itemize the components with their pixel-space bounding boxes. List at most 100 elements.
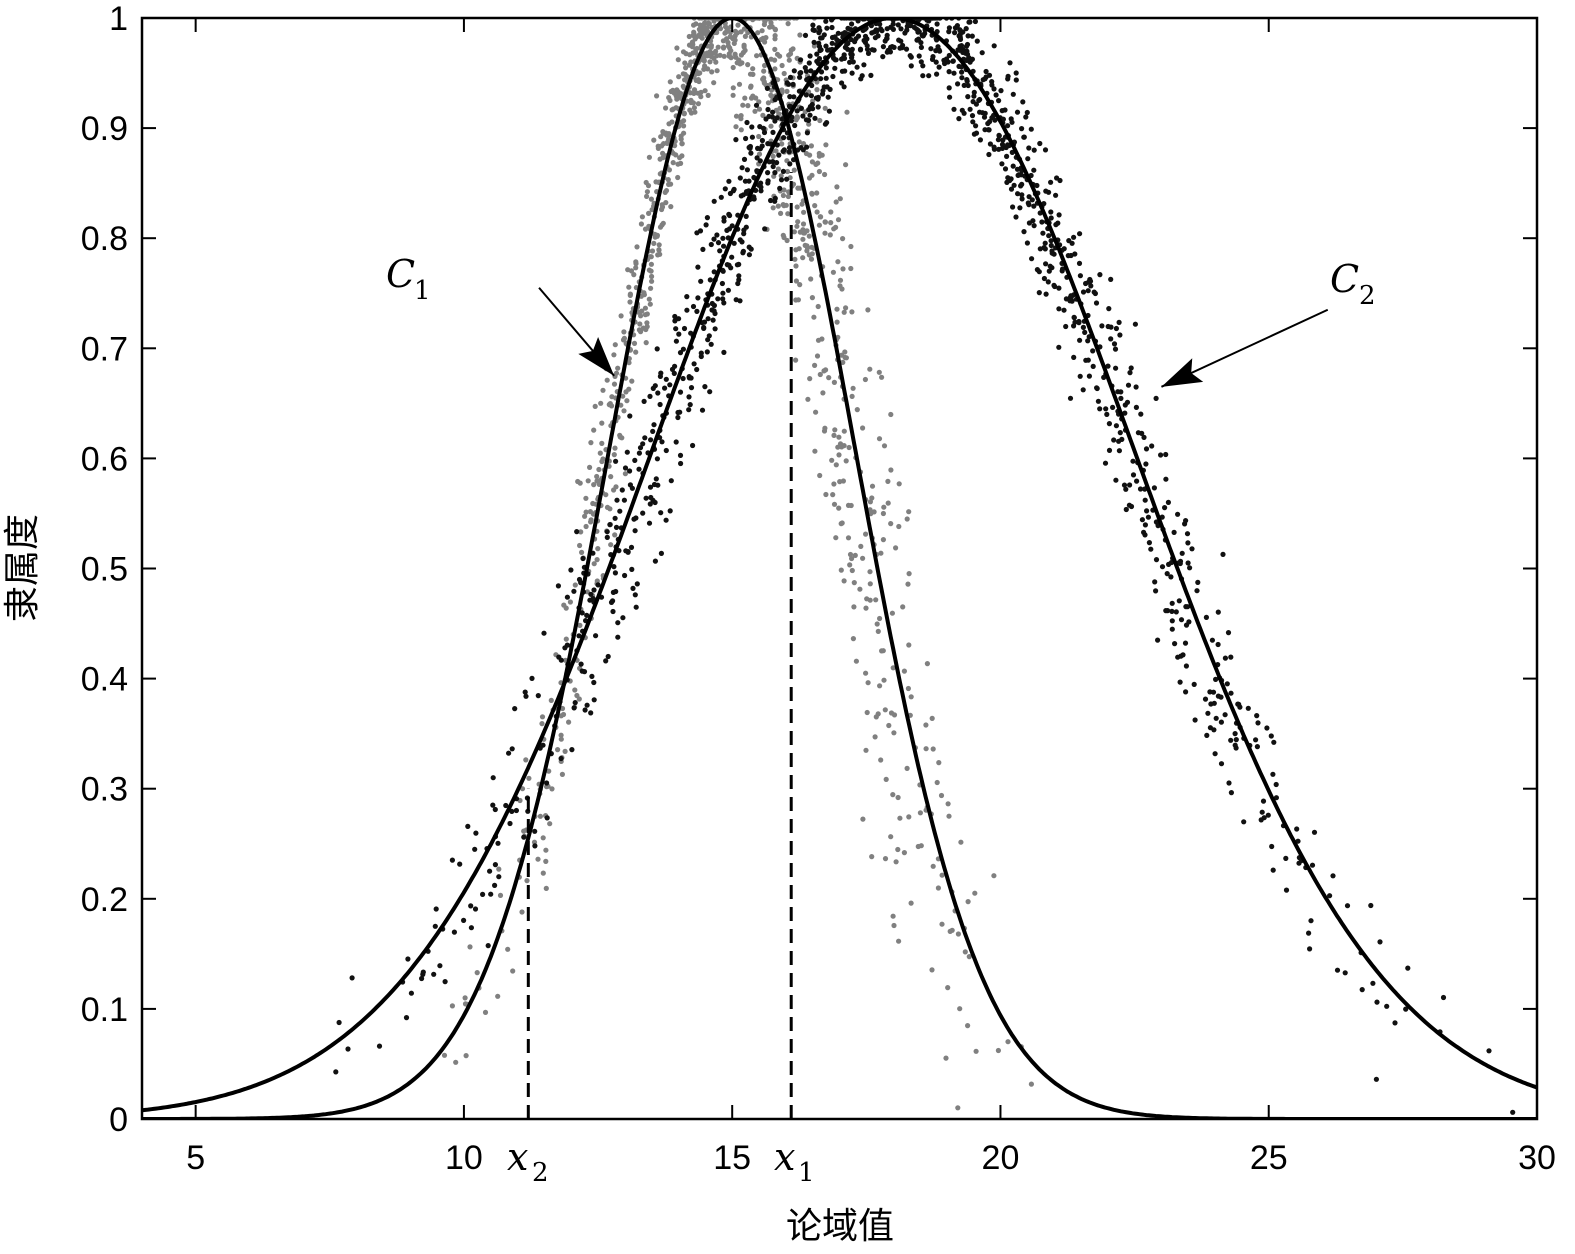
scatter-point bbox=[651, 481, 658, 488]
scatter-point bbox=[829, 40, 835, 46]
scatter-point bbox=[945, 801, 951, 807]
y-axis-title: 隶属度 bbox=[2, 514, 43, 622]
scatter-point bbox=[1042, 240, 1048, 246]
scatter-point bbox=[774, 160, 780, 166]
scatter-point bbox=[604, 529, 610, 535]
scatter-point bbox=[1127, 370, 1133, 376]
scatter-point bbox=[757, 124, 763, 130]
scatter-point bbox=[686, 33, 692, 40]
scatter-point bbox=[646, 210, 652, 216]
scatter-point bbox=[810, 106, 816, 112]
scatter-point bbox=[595, 546, 601, 552]
scatter-point bbox=[1031, 203, 1037, 209]
scatter-point bbox=[1254, 744, 1260, 750]
scatter-point bbox=[991, 873, 997, 879]
scatter-point bbox=[808, 276, 814, 282]
scatter-point bbox=[914, 37, 920, 43]
scatter-point bbox=[746, 144, 752, 151]
scatter-point bbox=[451, 929, 457, 935]
scatter-point bbox=[865, 307, 871, 313]
scatter-point bbox=[705, 66, 711, 72]
scatter-point bbox=[776, 152, 782, 158]
scatter-point bbox=[1218, 761, 1225, 767]
scatter-point bbox=[1104, 411, 1110, 417]
scatter-point bbox=[627, 468, 633, 474]
scatter-point bbox=[506, 750, 512, 756]
scatter-point bbox=[587, 597, 593, 603]
scatter-point bbox=[884, 35, 890, 41]
scatter-point bbox=[1255, 720, 1261, 726]
scatter-point bbox=[627, 292, 633, 298]
scatter-point bbox=[802, 32, 809, 39]
scatter-point bbox=[906, 509, 912, 515]
scatter-point bbox=[669, 107, 675, 113]
scatter-point bbox=[647, 501, 653, 507]
scatter-point bbox=[846, 444, 852, 451]
scatter-point bbox=[867, 597, 873, 603]
scatter-point bbox=[965, 94, 971, 100]
scatter-point bbox=[1261, 815, 1267, 821]
scatter-point bbox=[957, 1006, 963, 1012]
scatter-point bbox=[1241, 819, 1247, 825]
scatter-point bbox=[725, 39, 731, 46]
scatter-point bbox=[1169, 608, 1175, 615]
scatter-point bbox=[1169, 626, 1175, 632]
scatter-point bbox=[709, 69, 715, 75]
scatter-point bbox=[1071, 354, 1077, 360]
scatter-point bbox=[690, 303, 697, 310]
scatter-point bbox=[857, 46, 864, 52]
scatter-point bbox=[670, 160, 676, 166]
scatter-point bbox=[720, 45, 727, 51]
scatter-point bbox=[800, 255, 806, 261]
scatter-point bbox=[657, 401, 663, 408]
scatter-point bbox=[613, 370, 620, 376]
scatter-point bbox=[886, 722, 892, 729]
scatter-point bbox=[867, 569, 873, 575]
scatter-point bbox=[1177, 679, 1183, 685]
scatter-point bbox=[647, 484, 654, 490]
scatter-point bbox=[663, 105, 669, 111]
scatter-point bbox=[694, 308, 700, 314]
scatter-point bbox=[814, 87, 820, 93]
scatter-point bbox=[742, 95, 748, 101]
scatter-point bbox=[1186, 619, 1192, 625]
scatter-point bbox=[1134, 478, 1140, 484]
scatter-point bbox=[1054, 175, 1060, 181]
scatter-point bbox=[896, 37, 902, 43]
scatter-point bbox=[798, 57, 804, 63]
scatter-point bbox=[692, 36, 698, 42]
scatter-point bbox=[687, 402, 693, 408]
scatter-point bbox=[649, 273, 655, 280]
scatter-point bbox=[711, 236, 717, 242]
scatter-point bbox=[612, 445, 618, 451]
scatter-point bbox=[987, 119, 993, 125]
scatter-point bbox=[521, 834, 527, 840]
scatter-point bbox=[546, 768, 552, 774]
scatter-point bbox=[781, 135, 787, 141]
scatter-point bbox=[750, 66, 756, 72]
scatter-point bbox=[613, 524, 620, 531]
scatter-point bbox=[971, 93, 977, 99]
scatter-point bbox=[1031, 147, 1037, 153]
scatter-point bbox=[787, 94, 793, 100]
scatter-point bbox=[449, 1003, 455, 1009]
scatter-point bbox=[959, 75, 965, 81]
scatter-point bbox=[695, 295, 701, 301]
scatter-point bbox=[1260, 798, 1267, 804]
scatter-point bbox=[1076, 320, 1082, 326]
scatter-point bbox=[647, 254, 653, 260]
scatter-point bbox=[1273, 795, 1279, 801]
scatter-point bbox=[708, 241, 714, 248]
scatter-point bbox=[659, 222, 665, 228]
scatter-point bbox=[1127, 482, 1133, 488]
scatter-point bbox=[957, 43, 963, 49]
scatter-point bbox=[1045, 279, 1051, 285]
scatter-point bbox=[793, 278, 800, 284]
scatter-point bbox=[817, 117, 823, 124]
scatter-point bbox=[965, 1023, 971, 1029]
scatter-point bbox=[862, 33, 869, 39]
scatter-point bbox=[807, 53, 813, 59]
scatter-point bbox=[733, 54, 739, 60]
scatter-point bbox=[867, 499, 874, 505]
scatter-point bbox=[841, 309, 847, 315]
